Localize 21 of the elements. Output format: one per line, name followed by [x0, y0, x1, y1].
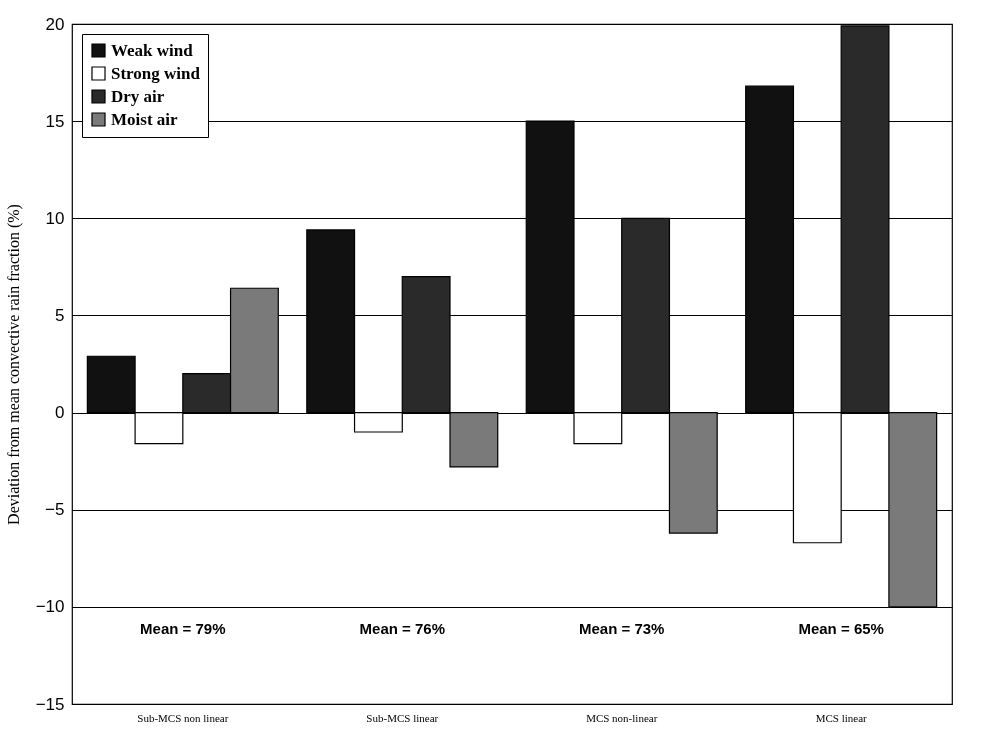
annotation: Mean = 73% [578, 620, 665, 637]
legend-label: Dry air [111, 86, 165, 106]
legend-label: Moist air [111, 109, 179, 129]
y-tick-label: 5 [55, 305, 65, 325]
x-tick-label: MCS non-linear [586, 711, 658, 724]
y-tick-label: −15 [35, 694, 65, 714]
annotation: Mean = 65% [798, 620, 884, 637]
y-tick-label: 10 [45, 208, 65, 228]
annotation: Mean = 79% [140, 620, 226, 637]
y-tick-label: 0 [55, 403, 65, 423]
legend-label: Weak wind [111, 40, 194, 60]
y-tick-label: −10 [35, 597, 65, 617]
x-tick-label: Sub-MCS non linear [137, 711, 229, 724]
x-tick-label: Sub-MCS linear [366, 711, 439, 724]
y-axis-title: Deviation from mean convective rain fraction (%) [4, 204, 23, 525]
legend-label: Strong wind [111, 63, 201, 83]
y-tick-label: 15 [45, 111, 65, 131]
annotation: Mean = 76% [359, 620, 446, 637]
x-tick-label: MCS linear [815, 711, 868, 724]
y-tick-label: 20 [45, 14, 65, 34]
y-tick-label: −5 [45, 500, 65, 520]
